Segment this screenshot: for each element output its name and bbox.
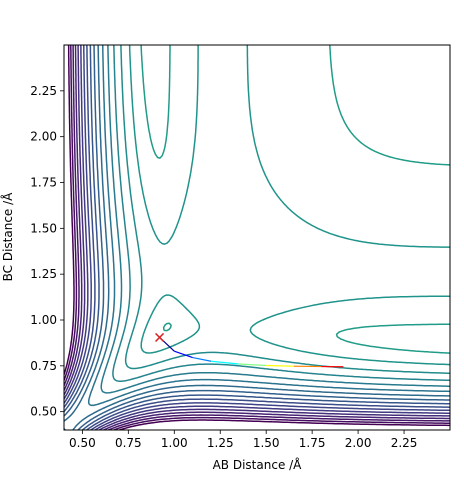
x-tick-label: 0.50 — [69, 436, 96, 450]
contour-line — [130, 45, 450, 365]
contour-line — [64, 45, 450, 430]
x-axis: 0.50 0.75 1.00 1.25 1.50 1.75 2.00 2.25 — [69, 430, 417, 450]
trajectory-segment — [239, 364, 267, 365]
trajectory-path — [160, 337, 344, 366]
start-marker — [156, 333, 164, 341]
x-tick-label: 1.75 — [299, 436, 326, 450]
x-tick-label: 2.25 — [391, 436, 418, 450]
plot-frame — [64, 45, 450, 430]
contour-line — [64, 45, 450, 430]
y-tick-label: 0.75 — [30, 359, 57, 373]
contour-line — [64, 45, 450, 430]
y-tick-label: 2.00 — [30, 130, 57, 144]
contour-line — [64, 45, 450, 430]
x-tick-label: 0.75 — [115, 436, 142, 450]
contour-line — [64, 45, 450, 430]
trajectory-segment — [193, 358, 211, 362]
x-axis-label: AB Distance /Å — [213, 457, 303, 472]
contour-line — [64, 45, 450, 430]
x-tick-label: 1.00 — [161, 436, 188, 450]
x-tick-label: 1.25 — [207, 436, 234, 450]
y-tick-label: 1.75 — [30, 176, 57, 190]
contour-line — [113, 45, 450, 381]
contour-line — [64, 45, 450, 430]
y-tick-label: 2.25 — [30, 84, 57, 98]
contour-line — [141, 45, 450, 353]
y-tick-label: 0.50 — [30, 405, 57, 419]
contour-line — [64, 45, 450, 430]
y-tick-label: 1.25 — [30, 267, 57, 281]
y-tick-label: 1.00 — [30, 313, 57, 327]
contour-line — [64, 45, 450, 430]
y-tick-label: 1.50 — [30, 221, 57, 235]
y-axis: 0.50 0.75 1.00 1.25 1.50 1.75 2.00 2.25 — [30, 84, 64, 419]
y-axis-label: BC Distance /Å — [0, 192, 15, 282]
contour-line — [64, 45, 450, 430]
contour-line — [64, 45, 450, 430]
start-point-marker — [156, 333, 164, 341]
trajectory-segment — [266, 365, 294, 366]
x-tick-label: 1.50 — [253, 436, 280, 450]
contour-lines — [64, 45, 450, 430]
x-tick-label: 2.00 — [345, 436, 372, 450]
contour-line — [101, 45, 450, 393]
contour-line — [64, 45, 450, 430]
